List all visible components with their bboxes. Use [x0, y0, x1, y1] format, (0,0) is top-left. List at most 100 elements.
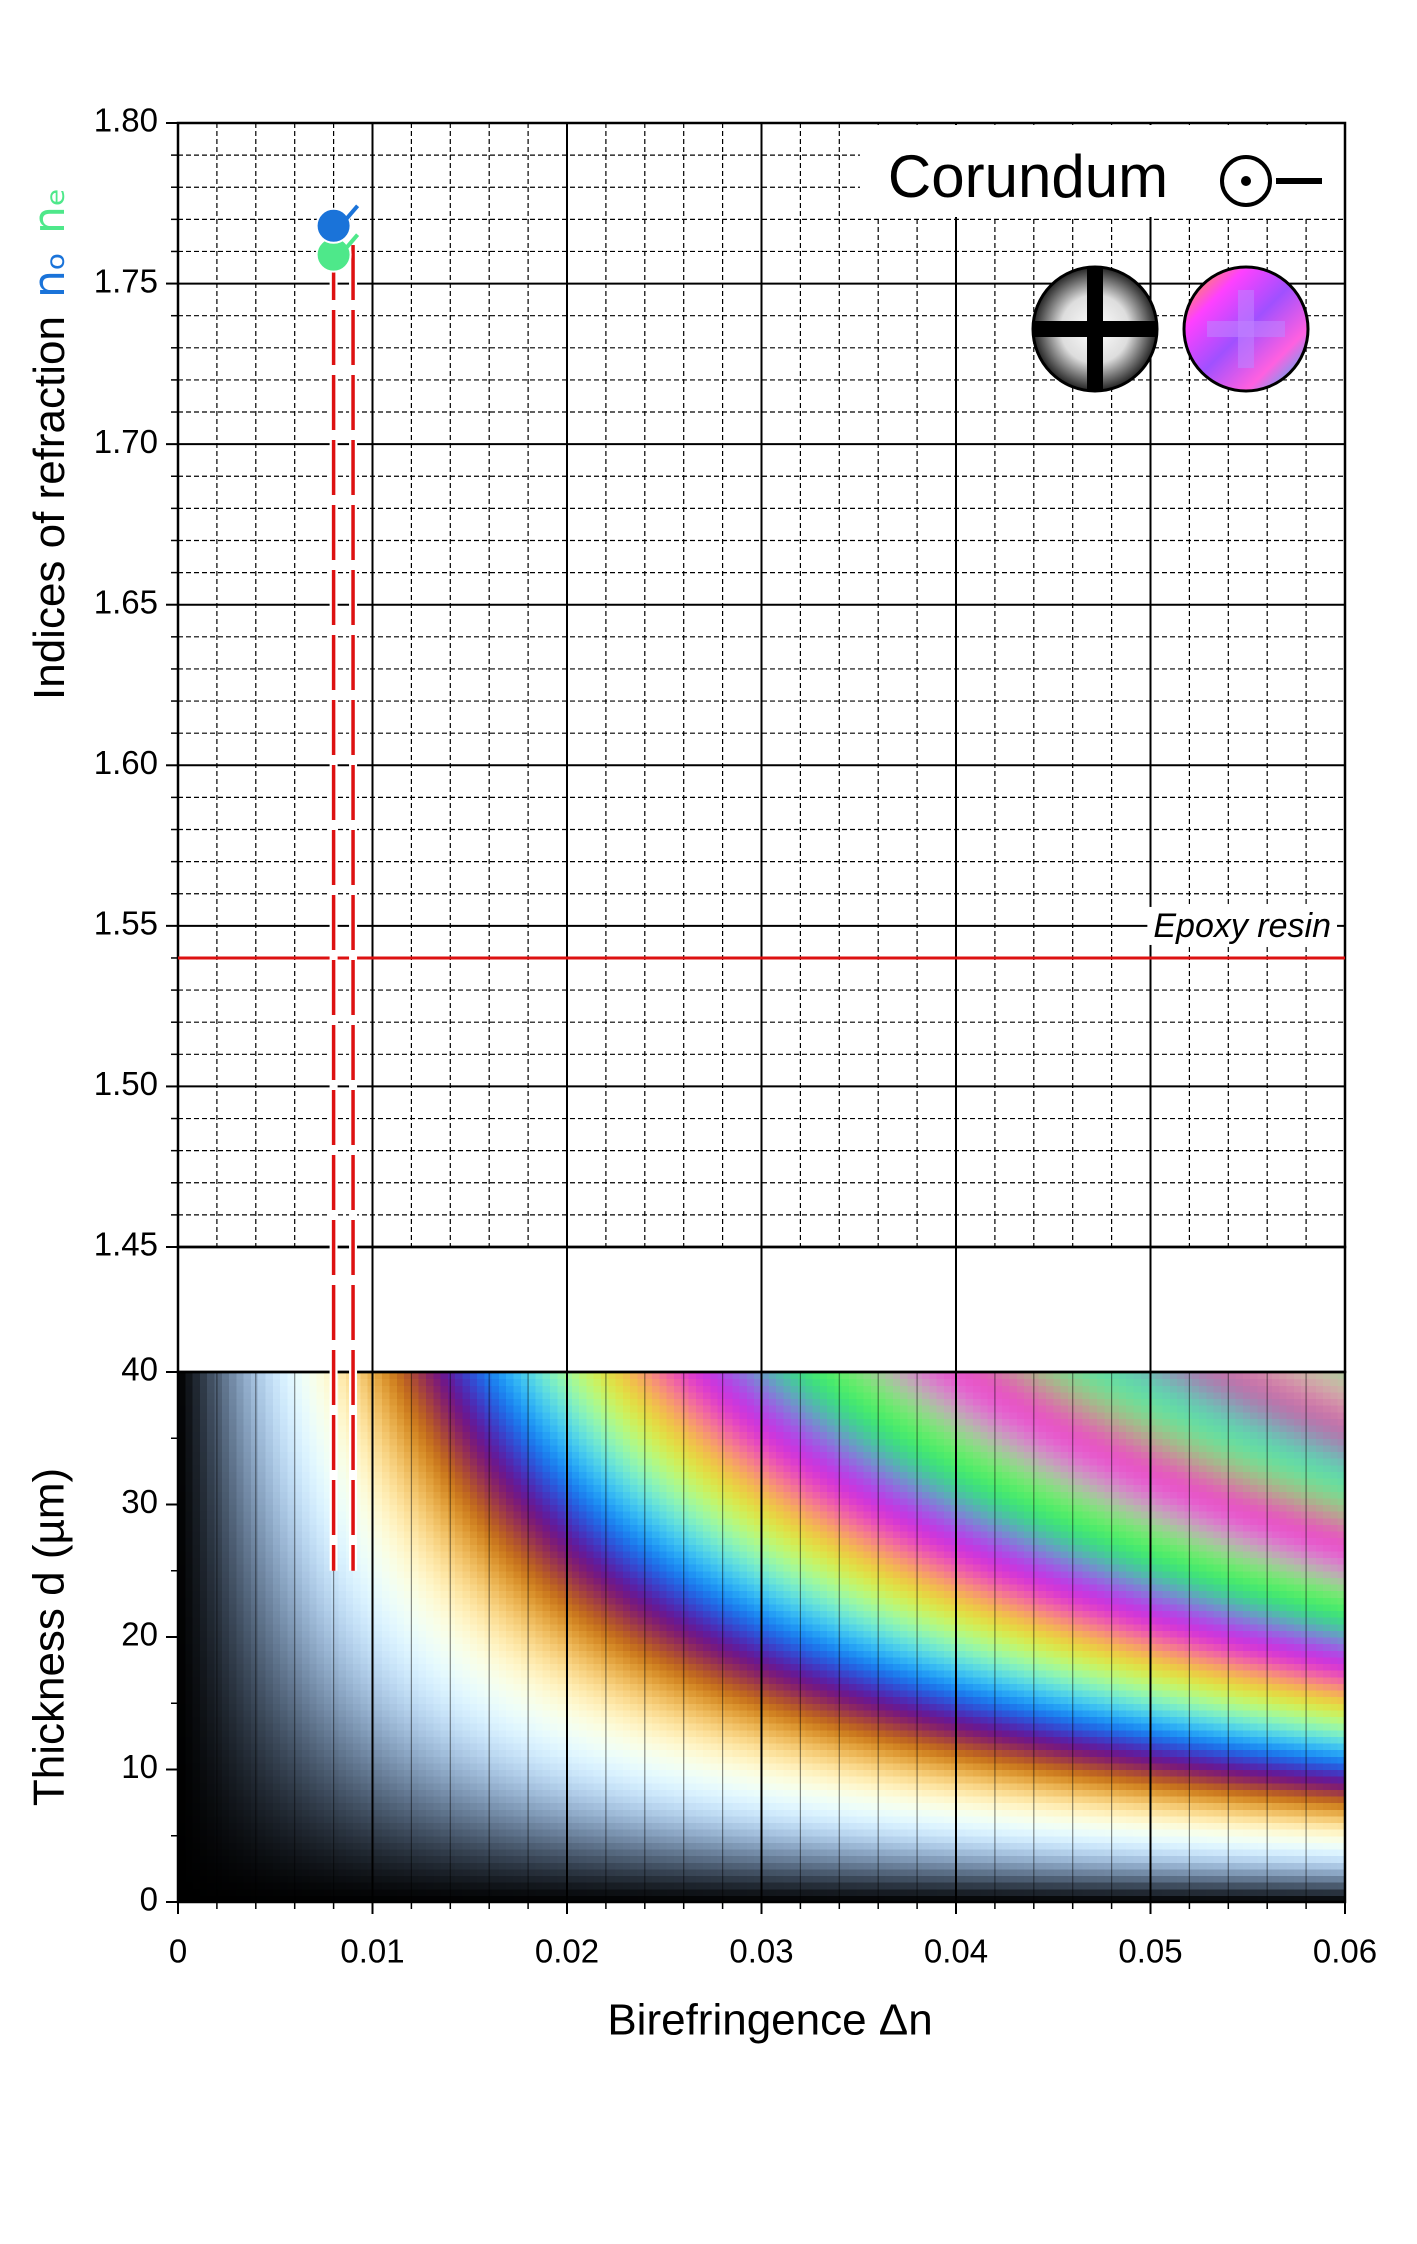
interference-cell [396, 1491, 405, 1499]
interference-cell [549, 1550, 558, 1559]
interference-cell [528, 1709, 536, 1718]
interference-cell [593, 1418, 602, 1426]
interference-cell [615, 1623, 624, 1631]
interference-cell [586, 1749, 595, 1757]
interference-cell [593, 1524, 602, 1532]
interference-cell [404, 1431, 412, 1439]
interference-cell [528, 1670, 536, 1678]
interference-cell [287, 1557, 296, 1565]
interference-cell [447, 1484, 456, 1492]
interference-cell [601, 1623, 609, 1631]
interference-cell [440, 1809, 449, 1817]
interference-cell [287, 1703, 296, 1711]
interference-cell [425, 1610, 434, 1618]
interference-cell [571, 1517, 580, 1525]
interference-cell [622, 1736, 631, 1744]
interference-cell [542, 1577, 551, 1585]
interference-cell [338, 1782, 347, 1790]
interference-cell [294, 1756, 303, 1764]
interference-cell [498, 1895, 507, 1903]
interference-cell [199, 1762, 208, 1771]
interference-cell [608, 1822, 617, 1830]
interference-cell [484, 1822, 493, 1830]
interference-cell [199, 1663, 208, 1671]
interference-cell [549, 1703, 558, 1711]
interference-cell [192, 1497, 201, 1506]
interference-cell [433, 1385, 442, 1393]
interference-cell [542, 1782, 551, 1790]
interference-cell [564, 1729, 573, 1737]
interference-cell [418, 1663, 427, 1671]
interference-cell [374, 1703, 383, 1711]
interference-cell [506, 1537, 515, 1545]
interference-cell [229, 1650, 237, 1658]
interference-cell [404, 1491, 412, 1499]
interference-cell [535, 1517, 544, 1525]
interference-cell [294, 1888, 303, 1896]
interference-cell [491, 1471, 500, 1479]
interference-cell [586, 1862, 595, 1870]
interference-cell [309, 1603, 318, 1612]
interference-cell [542, 1769, 551, 1777]
interference-cell [207, 1882, 216, 1890]
interference-cell [615, 1531, 624, 1539]
interference-cell [579, 1478, 588, 1486]
interference-cell [236, 1391, 245, 1400]
interference-cell [593, 1769, 602, 1777]
interference-cell [593, 1597, 602, 1605]
interference-cell [316, 1385, 325, 1393]
interference-cell [272, 1743, 281, 1751]
interference-cell [250, 1418, 259, 1426]
interference-cell [192, 1531, 201, 1539]
interference-cell [542, 1557, 551, 1565]
interference-cell [447, 1882, 456, 1890]
interference-cell [316, 1378, 325, 1386]
interference-cell [491, 1484, 500, 1492]
interference-cell [185, 1471, 194, 1479]
interference-cell [622, 1484, 631, 1492]
interference-cell [243, 1504, 252, 1512]
interference-cell [280, 1464, 289, 1472]
interference-cell [221, 1696, 230, 1704]
interference-cell [433, 1776, 442, 1784]
interference-cell [272, 1829, 281, 1837]
interference-cell [513, 1550, 522, 1559]
interference-cell [571, 1504, 580, 1512]
interference-cell [440, 1378, 449, 1386]
interference-cell [221, 1491, 230, 1499]
interference-cell [601, 1372, 609, 1380]
interference-cell [593, 1425, 602, 1433]
interference-cell [498, 1451, 507, 1459]
interference-cell [506, 1809, 515, 1817]
interference-cell [309, 1517, 318, 1525]
interference-cell [353, 1637, 361, 1645]
interference-cell [192, 1451, 201, 1459]
interference-cell [469, 1829, 478, 1837]
interference-cell [608, 1656, 617, 1665]
interference-cell [462, 1544, 471, 1552]
interference-cell [411, 1425, 420, 1433]
interference-cell [564, 1471, 573, 1479]
interference-cell [506, 1504, 515, 1512]
interference-cell [360, 1464, 369, 1472]
interference-cell [192, 1729, 201, 1737]
interference-cell [338, 1709, 347, 1718]
interference-cell [331, 1882, 340, 1890]
interference-cell [535, 1683, 544, 1691]
interference-cell [236, 1829, 245, 1837]
interference-cell [236, 1431, 245, 1439]
interference-cell [374, 1564, 383, 1572]
interference-cell [236, 1425, 245, 1433]
interference-cell [601, 1716, 609, 1724]
interference-cell [338, 1431, 347, 1439]
interference-cell [199, 1723, 208, 1731]
interference-cell [229, 1696, 237, 1704]
interference-cell [250, 1849, 259, 1857]
interference-cell [542, 1544, 551, 1552]
interference-cell [236, 1398, 245, 1406]
interference-cell [316, 1451, 325, 1459]
interference-cell [338, 1451, 347, 1459]
interference-cell [192, 1584, 201, 1592]
interference-cell [229, 1623, 237, 1631]
interference-cell [243, 1716, 252, 1724]
